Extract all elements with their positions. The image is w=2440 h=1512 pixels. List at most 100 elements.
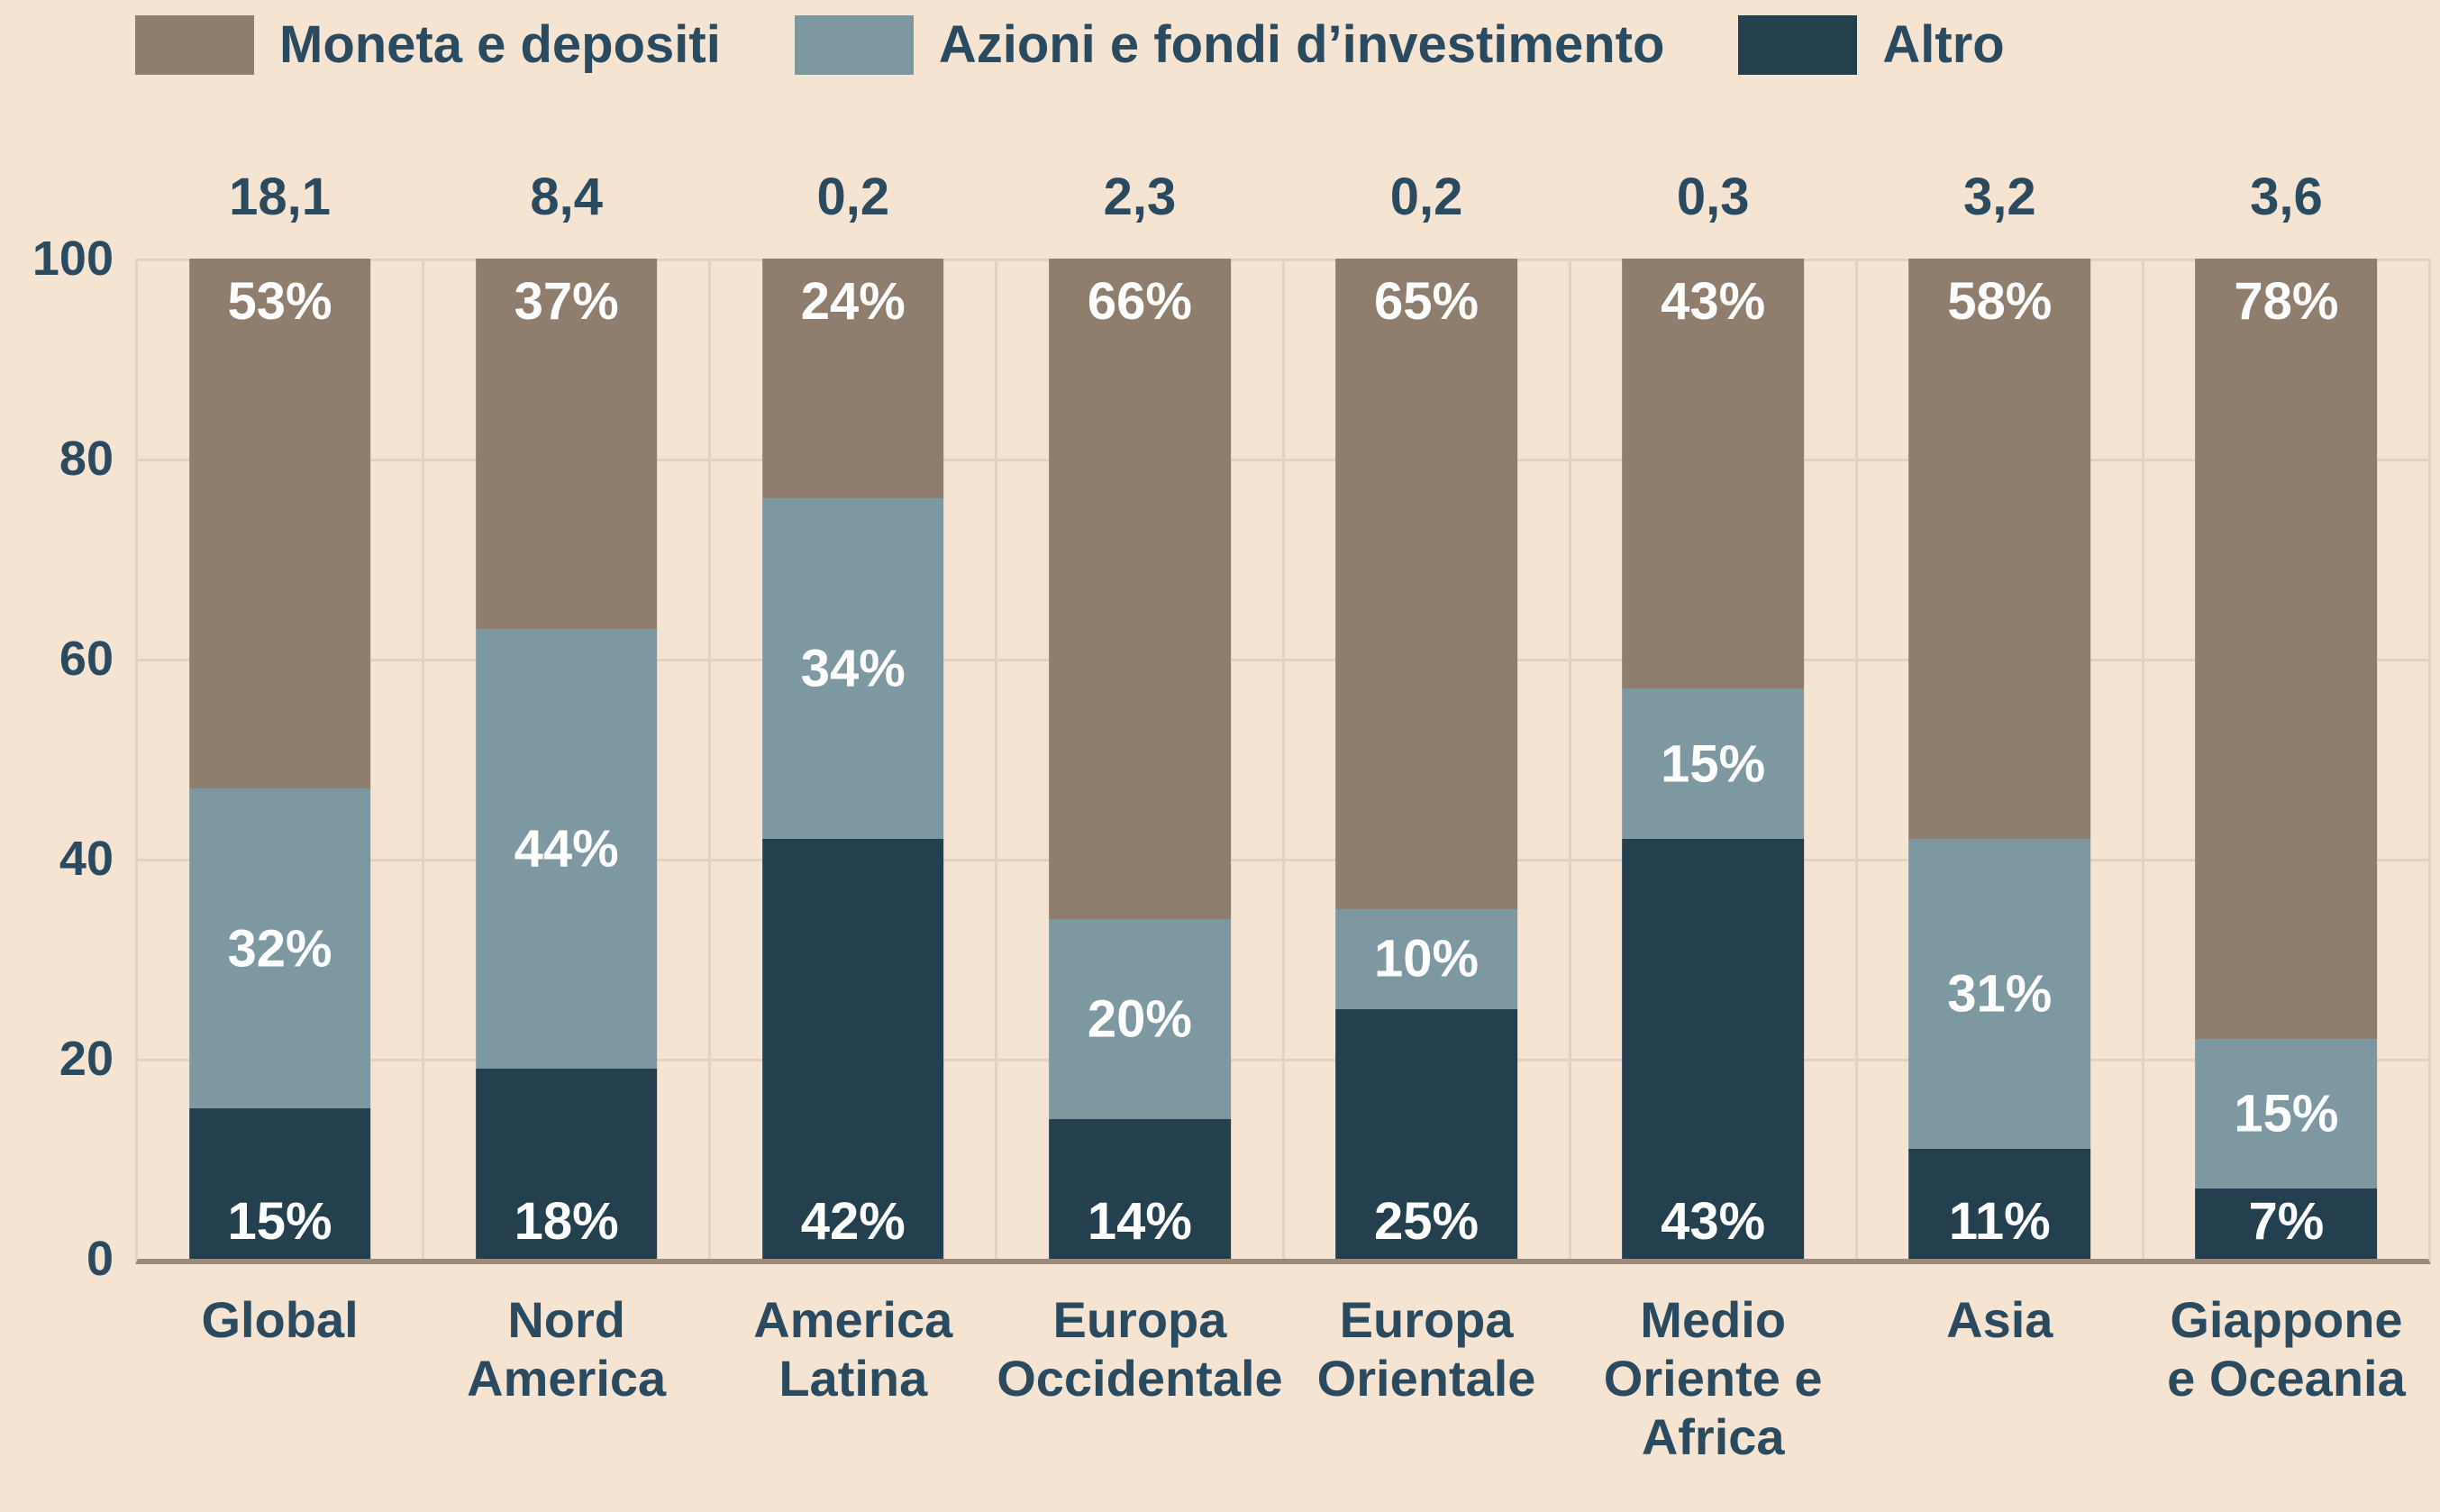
bar-segment-altro: 43% xyxy=(1622,838,1805,1259)
y-tick-label: 20 xyxy=(59,1032,114,1086)
segment-value-label: 10% xyxy=(1374,929,1479,988)
legend-swatch-azioni xyxy=(794,14,914,75)
bar-total-label: 18,1 xyxy=(229,168,331,226)
segment-value-label: 24% xyxy=(800,272,906,331)
segment-value-label: 25% xyxy=(1374,1192,1479,1251)
y-tick-label: 100 xyxy=(32,232,114,286)
bar-total-label: 3,6 xyxy=(2250,168,2323,226)
bar-segment-azioni: 15% xyxy=(2195,1038,2378,1189)
y-tick-label: 40 xyxy=(59,832,114,886)
bar-cell-8: 3,6 78% 15% 7% Giappone e Oceania xyxy=(2144,168,2428,1407)
bar-total-label: 3,2 xyxy=(1962,168,2036,226)
segment-value-label: 44% xyxy=(514,819,619,879)
segment-value-label: 65% xyxy=(1374,272,1479,331)
bar-segment-azioni: 44% xyxy=(475,628,658,1070)
bar-total-label: 0,2 xyxy=(1389,168,1463,226)
segment-value-label: 20% xyxy=(1087,989,1192,1049)
x-axis-label-line: Asia xyxy=(1946,1291,2053,1348)
segment-value-label: 42% xyxy=(800,1191,906,1251)
x-axis-label-line: Nord xyxy=(507,1291,626,1348)
x-axis-label: Medio Oriente e Africa xyxy=(1486,1291,1940,1467)
bar-segment-altro: 18% xyxy=(475,1069,658,1259)
y-tick-label: 0 xyxy=(86,1232,114,1286)
bar-segment-moneta: 43% xyxy=(1622,259,1805,689)
stacked-bar-6: 43% 15% 43% xyxy=(1622,259,1805,1259)
x-axis-label-line: Medio xyxy=(1640,1291,1787,1348)
legend-swatch-altro xyxy=(1738,14,1858,75)
bar-segment-altro: 11% xyxy=(1908,1148,2091,1259)
x-axis-label-line: Global xyxy=(201,1291,359,1348)
segment-value-label: 53% xyxy=(227,272,332,331)
bar-segment-altro: 25% xyxy=(1335,1008,1517,1259)
legend: Moneta e depositi Azioni e fondi d’inves… xyxy=(135,14,2005,75)
stacked-bar-4: 66% 20% 14% xyxy=(1049,259,1231,1259)
stacked-bar-8: 78% 15% 7% xyxy=(2195,259,2378,1259)
bar-segment-moneta: 65% xyxy=(1335,259,1517,909)
bar-total-label: 8,4 xyxy=(530,168,603,226)
bar-total-label: 0,3 xyxy=(1676,168,1750,226)
segment-value-label: 34% xyxy=(800,639,906,698)
bars-row: 18,1 53% 32% 15% Global 8,4 37% 44% 18% Nord Ameri… xyxy=(138,168,2428,1465)
x-axis-label-line: Orientale xyxy=(1316,1349,1536,1407)
bar-segment-altro: 7% xyxy=(2195,1189,2378,1259)
x-axis-label: Europa Occidentale xyxy=(913,1291,1367,1408)
bar-cell-5: 0,2 65% 10% 25% Europa Orientale xyxy=(1285,168,1571,1407)
bar-segment-altro: 42% xyxy=(761,838,944,1259)
y-tick-label: 80 xyxy=(59,432,114,486)
x-axis-label: America Latina xyxy=(626,1291,1080,1408)
bar-segment-azioni: 15% xyxy=(1622,688,1805,839)
x-axis-label-line: America xyxy=(753,1291,953,1348)
bar-total-label: 2,3 xyxy=(1103,168,1177,226)
legend-item-moneta: Moneta e depositi xyxy=(135,14,721,75)
bar-segment-azioni: 10% xyxy=(1335,908,1517,1009)
x-axis-label-line: Oriente e xyxy=(1603,1349,1823,1407)
bar-segment-azioni: 34% xyxy=(761,498,944,839)
legend-label-azioni: Azioni e fondi d’investimento xyxy=(938,15,1665,74)
x-axis-label: Europa Orientale xyxy=(1199,1291,1653,1408)
segment-value-label: 15% xyxy=(227,1191,332,1251)
bar-segment-moneta: 66% xyxy=(1049,259,1231,919)
legend-swatch-moneta xyxy=(135,14,254,75)
segment-value-label: 58% xyxy=(1947,272,2053,331)
segment-value-label: 32% xyxy=(227,919,332,979)
x-axis-label: Asia xyxy=(1772,1291,2226,1350)
x-axis-label-line: e Oceania xyxy=(2167,1349,2406,1407)
bar-cell-3: 0,2 24% 34% 42% America Latina xyxy=(711,168,998,1407)
x-axis-label-line: Occidentale xyxy=(997,1349,1283,1407)
x-axis-label-line: Europa xyxy=(1052,1291,1227,1348)
bar-cell-1: 18,1 53% 32% 15% Global xyxy=(138,168,425,1348)
bar-segment-altro: 14% xyxy=(1049,1118,1231,1259)
x-axis-label: Nord America xyxy=(340,1291,794,1408)
bar-segment-moneta: 24% xyxy=(761,259,944,499)
bar-cell-7: 3,2 58% 31% 11% Asia xyxy=(1858,168,2144,1348)
bar-segment-azioni: 20% xyxy=(1049,918,1231,1119)
bar-segment-altro: 15% xyxy=(188,1108,371,1259)
stacked-bar-5: 65% 10% 25% xyxy=(1335,259,1517,1259)
legend-label-moneta: Moneta e depositi xyxy=(279,15,721,74)
x-axis-label-line: Europa xyxy=(1339,1291,1514,1348)
segment-value-label: 7% xyxy=(2248,1191,2325,1251)
x-axis-label-line: Latina xyxy=(778,1349,928,1407)
segment-value-label: 66% xyxy=(1087,272,1192,331)
bar-total-label: 0,2 xyxy=(816,168,890,226)
x-axis-label-line: America xyxy=(467,1349,667,1407)
segment-value-label: 78% xyxy=(2234,272,2339,331)
bar-cell-4: 2,3 66% 20% 14% Europa Occidentale xyxy=(997,168,1285,1407)
segment-value-label: 43% xyxy=(1661,1191,1766,1251)
bar-segment-azioni: 32% xyxy=(188,788,371,1109)
legend-label-altro: Altro xyxy=(1882,15,2005,74)
legend-item-azioni: Azioni e fondi d’investimento xyxy=(794,14,1665,75)
y-tick-label: 60 xyxy=(59,632,114,686)
x-axis-label: Giappone e Oceania xyxy=(2059,1291,2440,1408)
segment-value-label: 11% xyxy=(1948,1191,2051,1251)
segment-value-label: 31% xyxy=(1947,964,2053,1024)
x-axis-label-line: Giappone xyxy=(2170,1291,2403,1348)
plot-area: 18,1 53% 32% 15% Global 8,4 37% 44% 18% Nord Ameri… xyxy=(135,168,2431,1465)
segment-value-label: 18% xyxy=(514,1191,619,1251)
x-axis-label: Global xyxy=(52,1291,506,1350)
segment-value-label: 15% xyxy=(1661,734,1766,794)
bar-cell-2: 8,4 37% 44% 18% Nord America xyxy=(424,168,712,1407)
stacked-bar-1: 53% 32% 15% xyxy=(188,259,371,1259)
legend-item-altro: Altro xyxy=(1738,14,2005,75)
bar-segment-moneta: 37% xyxy=(475,259,658,629)
